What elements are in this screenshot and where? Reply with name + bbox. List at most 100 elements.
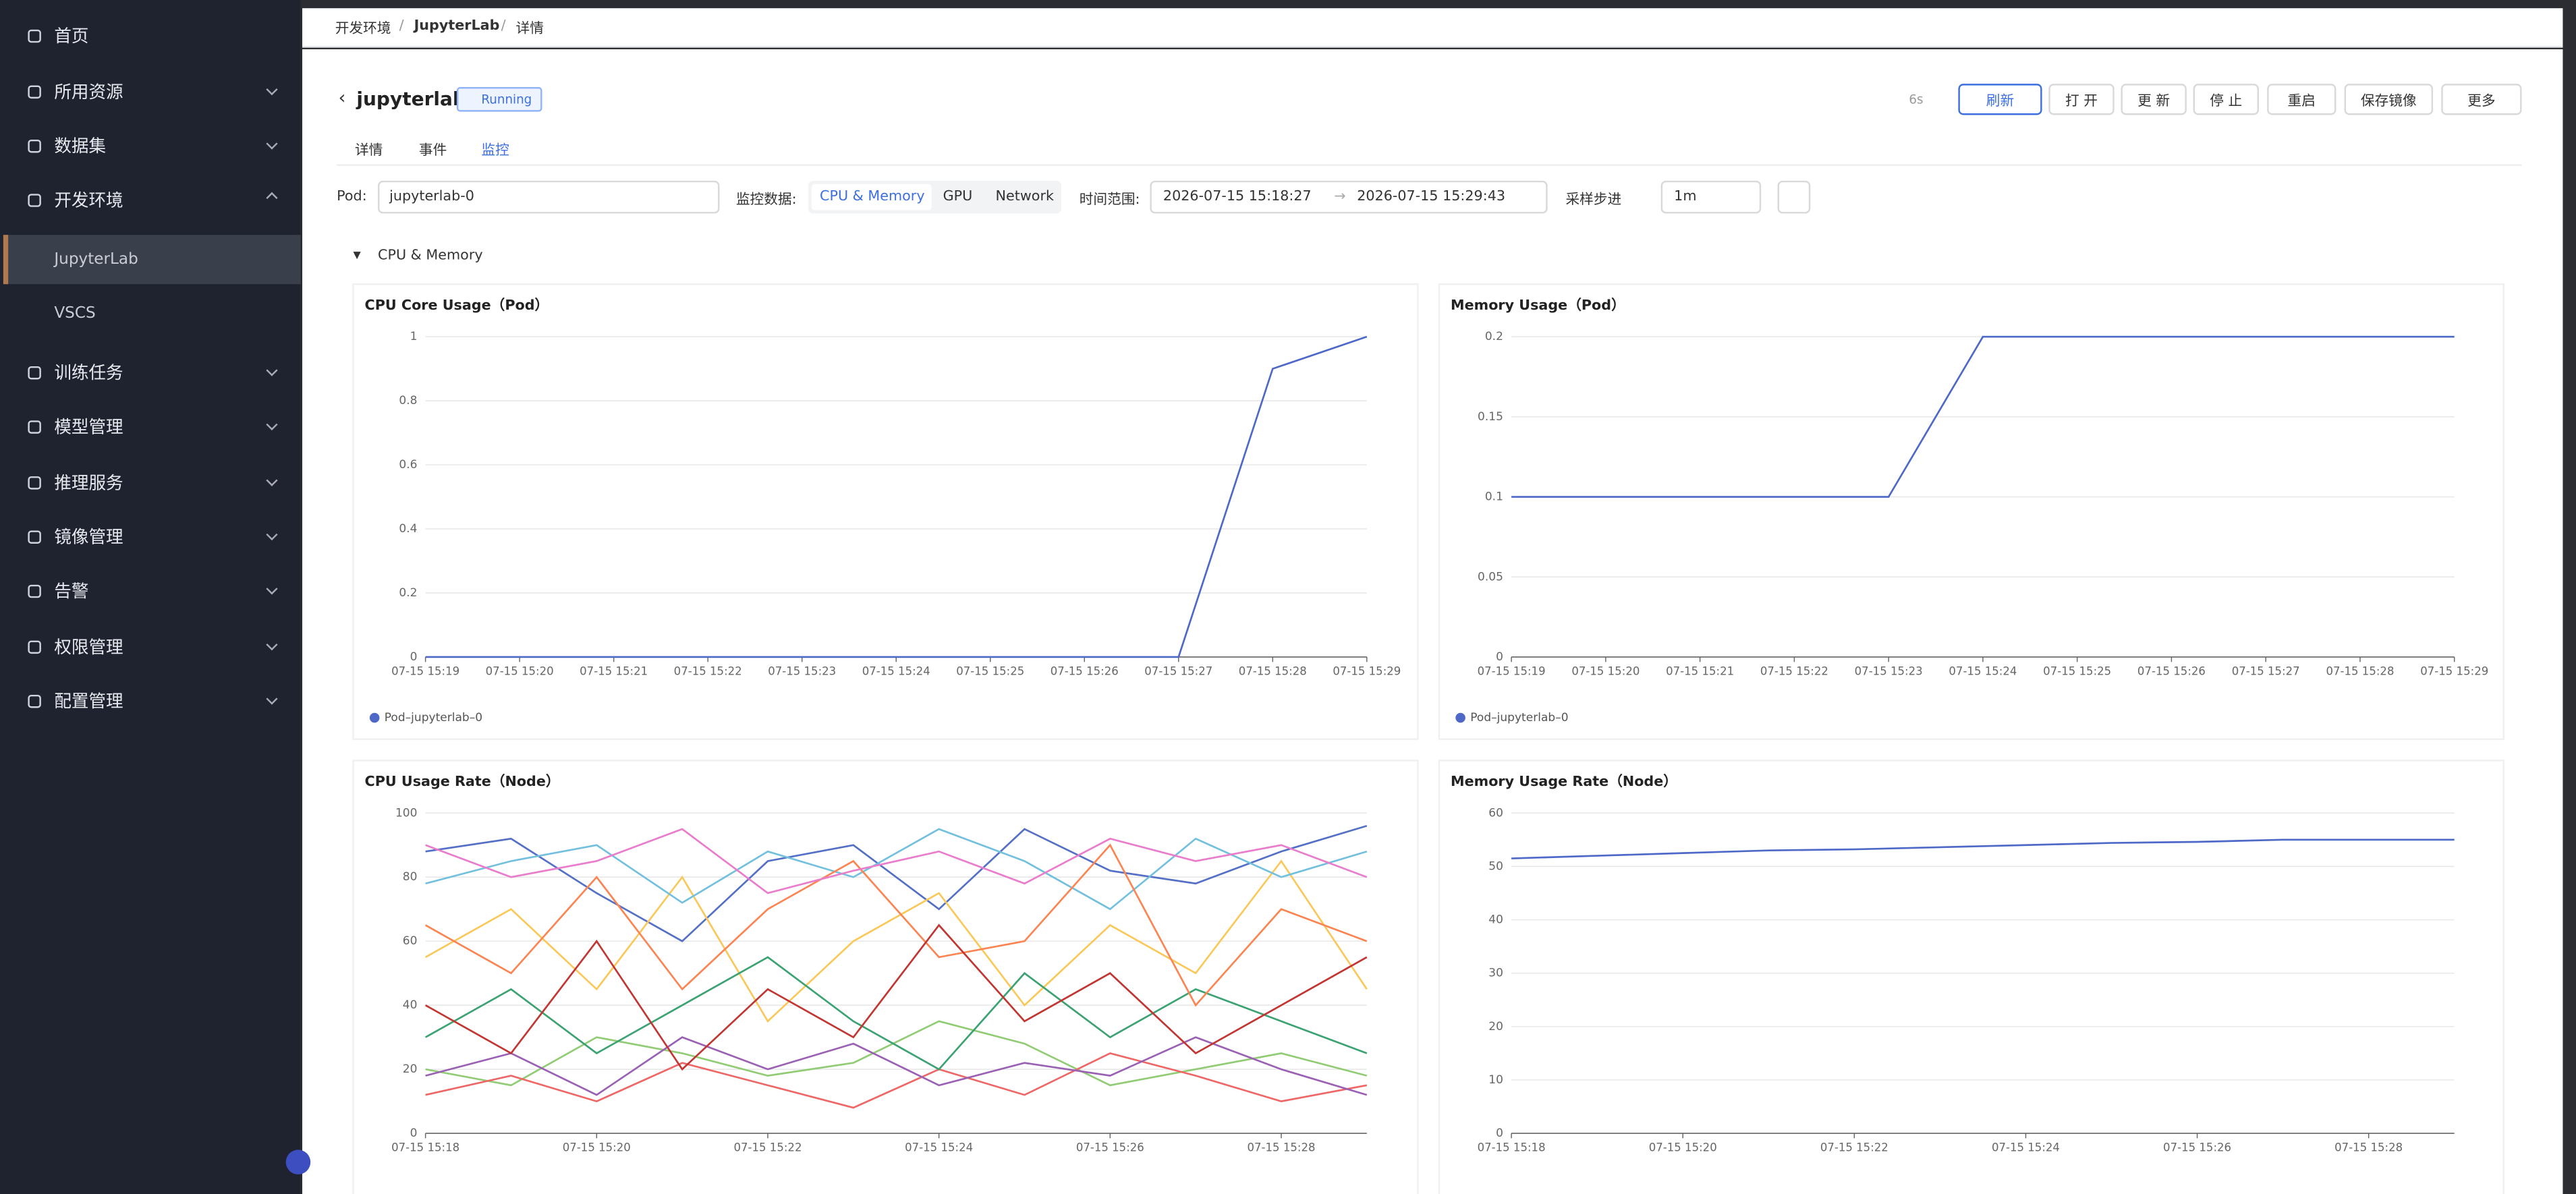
x-tick-label: 07-15 15:26 (1051, 664, 1119, 677)
x-tick-label: 07-15 15:29 (2420, 664, 2488, 677)
nav-item[interactable]: 数据集 (54, 137, 107, 157)
line-series (425, 1036, 1368, 1096)
y-tick-label: 10 (1488, 1073, 1503, 1087)
x-tick-label: 07-15 15:24 (862, 664, 930, 677)
sep: / (399, 18, 404, 35)
more-button[interactable]: 更多 (2441, 84, 2522, 115)
line-series (425, 828, 1368, 894)
legend-swatch (369, 712, 380, 723)
step-select[interactable]: 1m (1660, 180, 1762, 214)
reload-button[interactable] (1777, 180, 1811, 214)
update-button[interactable]: 更 新 (2121, 84, 2187, 115)
x-tick-label: 07-15 15:22 (674, 664, 742, 677)
collapse-caret[interactable]: ▼ (353, 250, 361, 262)
y-tick-label: 40 (403, 998, 418, 1012)
crumb[interactable]: JupyterLab (414, 18, 500, 35)
crumb[interactable]: 开发环境 (335, 21, 391, 38)
x-tick-label: 07-15 15:26 (2137, 664, 2206, 677)
start-time: 2026-07-15 15:18:27 (1163, 189, 1312, 206)
y-tick-label: 30 (1488, 967, 1503, 980)
step-value: 1m (1674, 189, 1697, 206)
y-tick-label: 20 (1488, 1020, 1503, 1033)
x-tick-label: 07-15 15:19 (391, 664, 459, 677)
chart-card (1438, 283, 2505, 740)
x-tick-label: 07-15 15:27 (2232, 664, 2300, 677)
status-badge: Running (456, 87, 542, 112)
chart-title: CPU Core Usage（Pod） (365, 297, 549, 313)
title-text: Memory Usage Rate（Node） (1451, 773, 1677, 789)
nav-item[interactable]: 推理服务 (54, 474, 123, 494)
metric-option[interactable]: Network (995, 189, 1054, 206)
y-tick-label: 0.15 (1478, 410, 1503, 424)
section-title[interactable]: CPU & Memory (378, 248, 483, 265)
nav-item[interactable]: 首页 (54, 27, 89, 47)
x-tick-label: 07-15 15:19 (1478, 664, 1546, 677)
nav-item[interactable]: 训练任务 (54, 364, 123, 384)
line-series (425, 335, 1368, 658)
nav-item[interactable]: 所用资源 (54, 82, 123, 103)
nav-item[interactable]: 模型管理 (54, 418, 123, 438)
y-tick-label: 20 (403, 1062, 418, 1076)
x-tick-label: 07-15 15:25 (2043, 664, 2111, 677)
x-tick-label: 07-15 15:20 (486, 664, 554, 677)
collapse-sidebar[interactable] (285, 1149, 311, 1174)
end-time: 2026-07-15 15:29:43 (1357, 189, 1506, 206)
line-series (424, 923, 1368, 1071)
nav-icon (28, 584, 41, 598)
stop-button[interactable]: 停 止 (2193, 84, 2259, 115)
y-tick-label: 0 (410, 650, 418, 664)
nav-icon (28, 139, 41, 153)
x-tick-label: 07-15 15:23 (768, 664, 836, 677)
tab[interactable]: 事件 (418, 142, 447, 160)
x-tick-label: 07-15 15:20 (1571, 664, 1640, 677)
x-tick-label: 07-15 15:28 (2326, 664, 2394, 677)
sep: / (501, 18, 506, 35)
crumb: 详情 (515, 21, 544, 38)
x-tick-label: 07-15 15:24 (1949, 664, 2017, 677)
metric-active (811, 183, 932, 210)
nav-item[interactable]: 权限管理 (54, 637, 123, 658)
title-text: CPU Core Usage（Pod） (365, 297, 549, 313)
nav-item[interactable]: 开发环境 (54, 191, 123, 211)
nav-item[interactable]: JupyterLab (54, 250, 138, 269)
y-tick-label: 0.2 (1485, 330, 1503, 343)
line-series (424, 843, 1368, 1007)
save-image-button[interactable]: 保存镜像 (2344, 84, 2434, 115)
nav-item[interactable]: 镜像管理 (54, 528, 123, 548)
refresh-button[interactable]: 刷新 (1958, 84, 2042, 115)
tab[interactable]: 详情 (354, 142, 383, 160)
nav-item[interactable]: 告警 (54, 582, 89, 602)
nav-icon (28, 29, 41, 43)
y-tick-label: 0 (1496, 1127, 1503, 1140)
nav-item[interactable]: 配置管理 (54, 692, 123, 712)
pod-value: jupyterlab-0 (389, 189, 474, 206)
nav-icon (28, 476, 41, 490)
restart-button[interactable]: 重启 (2267, 84, 2336, 115)
metric-option[interactable]: GPU (943, 189, 973, 206)
line-series (1511, 335, 2455, 498)
line-series (1511, 838, 2455, 859)
nav-item[interactable]: VSCS (54, 304, 96, 323)
metric-label: 监控数据: (735, 192, 797, 209)
time-range[interactable]: 2026-07-15 15:18:27 → 2026-07-15 15:29:4… (1150, 180, 1548, 214)
open-button[interactable]: 打 开 (2048, 84, 2115, 115)
timer: 6s (1909, 92, 1924, 107)
selected-item (3, 235, 301, 285)
sidebar (0, 0, 301, 1194)
y-tick-label: 0.05 (1478, 570, 1503, 584)
pod-select[interactable]: jupyterlab-0 (378, 180, 720, 214)
y-tick-label: 40 (1488, 913, 1503, 927)
line-series (425, 828, 1368, 911)
back[interactable]: ‹ (338, 87, 346, 109)
x-tick-label: 07-15 15:28 (1239, 664, 1307, 677)
chart-card (352, 760, 1419, 1194)
x-tick-label: 07-15 15:27 (1144, 664, 1212, 677)
metric-option[interactable]: CPU & Memory (820, 189, 925, 206)
tab-active[interactable]: 监控 (481, 142, 509, 160)
nav-icon (28, 85, 41, 99)
y-tick-label: 60 (1488, 806, 1503, 820)
x-tick-label: 07-15 15:21 (580, 664, 648, 677)
